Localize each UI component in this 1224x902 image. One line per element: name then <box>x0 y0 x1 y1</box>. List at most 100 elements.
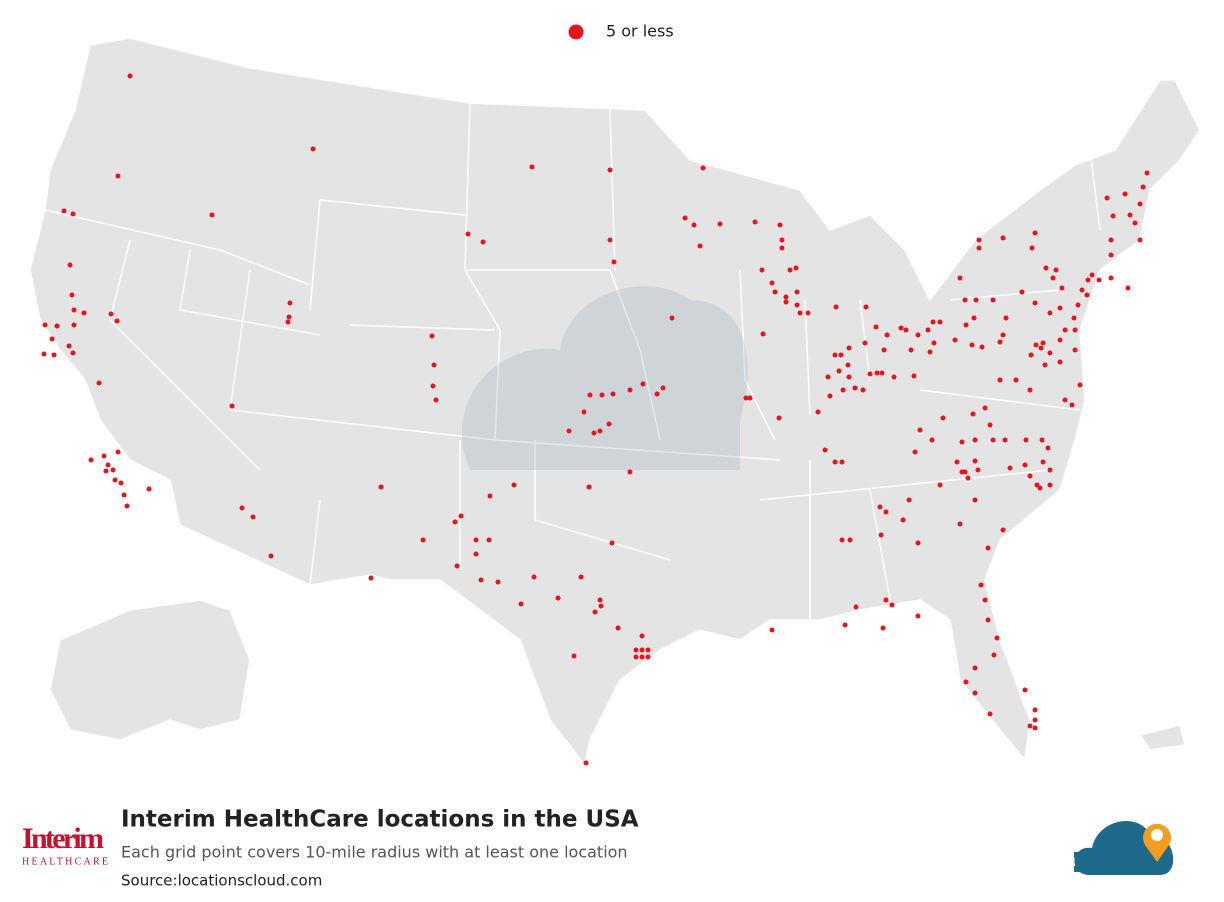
location-dot <box>1062 397 1068 403</box>
location-dot <box>1047 350 1053 356</box>
location-dot <box>1062 327 1068 333</box>
location-dot <box>832 459 838 465</box>
location-dot <box>67 262 73 268</box>
location-dot <box>639 654 645 660</box>
location-dot <box>578 574 584 580</box>
location-dot <box>105 462 111 468</box>
location-dot <box>597 597 603 603</box>
location-dot <box>957 275 963 281</box>
location-dot <box>1047 467 1053 473</box>
location-dot <box>607 237 613 243</box>
logo-name: Interim <box>22 822 104 855</box>
location-dot <box>915 540 921 546</box>
location-dot <box>591 430 597 436</box>
location-dot <box>976 245 982 251</box>
location-dot <box>889 602 895 608</box>
location-dot <box>929 437 935 443</box>
location-dot <box>1038 345 1044 351</box>
location-dot <box>874 370 880 376</box>
location-dot <box>836 368 842 374</box>
location-dot <box>1057 305 1063 311</box>
location-dot <box>759 267 765 273</box>
location-dot <box>846 345 852 351</box>
location-dot <box>832 352 838 358</box>
location-dot <box>985 617 991 623</box>
location-dot <box>88 457 94 463</box>
location-dot <box>794 289 800 295</box>
location-dot <box>146 486 152 492</box>
location-dot <box>972 458 978 464</box>
location-dot <box>458 513 464 519</box>
location-dot <box>429 333 435 339</box>
location-dot <box>1069 402 1075 408</box>
location-dot <box>1003 315 1009 321</box>
location-dot <box>991 652 997 658</box>
footer-source: Source:locationscloud.com <box>121 872 322 890</box>
location-dot <box>1047 482 1053 488</box>
location-dot <box>124 503 130 509</box>
location-dot <box>121 492 127 498</box>
location-dot <box>1137 201 1143 207</box>
location-dot <box>1137 237 1143 243</box>
location-dot <box>822 447 828 453</box>
location-dot <box>1022 687 1028 693</box>
location-dot <box>900 517 906 523</box>
location-dot <box>209 212 215 218</box>
location-dot <box>487 493 493 499</box>
location-dot <box>627 387 633 393</box>
location-dot <box>112 477 118 483</box>
location-dot <box>990 297 996 303</box>
footer-title: Interim HealthCare locations in the USA <box>121 807 639 833</box>
location-dot <box>42 322 48 328</box>
location-dot <box>368 575 374 581</box>
location-dot <box>940 415 946 421</box>
location-dot <box>873 324 879 330</box>
location-dot <box>286 314 292 320</box>
location-dot <box>969 342 975 348</box>
location-dot <box>71 322 77 328</box>
location-dot <box>776 415 782 421</box>
location-dot <box>627 469 633 475</box>
location-dot <box>1007 465 1013 471</box>
location-dot <box>840 387 846 393</box>
location-dot <box>581 409 587 415</box>
location-dot <box>1125 285 1131 291</box>
location-dot <box>229 403 235 409</box>
location-dot <box>908 347 914 353</box>
location-dot <box>1085 277 1091 283</box>
location-dot <box>847 537 853 543</box>
location-dot <box>930 319 936 325</box>
location-dot <box>962 297 968 303</box>
location-dot <box>862 340 868 346</box>
location-dot <box>779 245 785 251</box>
location-dot <box>987 711 993 717</box>
location-dot <box>486 537 492 543</box>
location-dot <box>682 215 688 221</box>
location-dot <box>990 437 996 443</box>
location-dot <box>660 385 666 391</box>
location-dot <box>1127 212 1133 218</box>
location-dot <box>1096 277 1102 283</box>
location-dot <box>1132 220 1138 226</box>
location-dot <box>49 336 55 342</box>
location-dot <box>615 625 621 631</box>
location-dot <box>963 322 969 328</box>
location-dot <box>430 383 436 389</box>
location-dot <box>853 604 859 610</box>
location-dot <box>1037 485 1043 491</box>
location-dot <box>611 259 617 265</box>
location-dot <box>1023 437 1029 443</box>
location-dot <box>239 505 245 511</box>
location-dot <box>911 373 917 379</box>
location-dot <box>118 480 124 486</box>
location-dot <box>839 537 845 543</box>
location-dot <box>883 597 889 603</box>
location-dot <box>927 349 933 355</box>
land <box>29 37 1201 767</box>
location-dot <box>66 343 72 349</box>
location-dot <box>959 469 965 475</box>
location-dot <box>852 385 858 391</box>
location-dot <box>495 579 501 585</box>
location-dot <box>529 164 535 170</box>
location-dot <box>827 393 833 399</box>
